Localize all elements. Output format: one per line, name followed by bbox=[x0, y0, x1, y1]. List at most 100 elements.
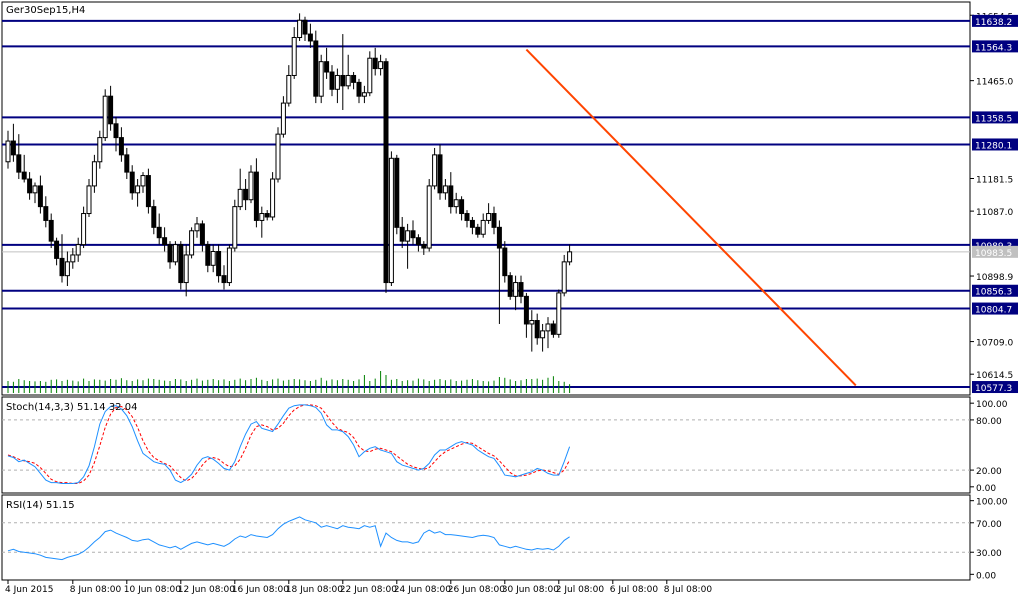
candle-body bbox=[37, 185, 43, 208]
price-tick-label: 10898.9 bbox=[976, 273, 1013, 283]
candle-body bbox=[545, 323, 551, 332]
candle-body bbox=[410, 230, 416, 239]
candle-body bbox=[361, 92, 367, 97]
price-tick-label: 11181.5 bbox=[976, 176, 1013, 186]
level-label-box bbox=[972, 302, 1018, 315]
candle-body bbox=[442, 185, 448, 194]
candle-body bbox=[534, 320, 540, 339]
candle-body bbox=[307, 33, 313, 42]
x-tick-label: 8 Jul 08:00 bbox=[664, 585, 713, 595]
price-tick-label: 11087.0 bbox=[976, 208, 1013, 218]
candle-body bbox=[70, 254, 76, 263]
candle-body bbox=[27, 178, 33, 194]
candle-body bbox=[388, 157, 394, 284]
candle-body bbox=[513, 282, 519, 297]
candle-body bbox=[205, 244, 211, 266]
level-label: 10804.7 bbox=[975, 306, 1012, 316]
candle-body bbox=[253, 171, 259, 221]
candle-body bbox=[286, 74, 292, 104]
candle-body bbox=[108, 95, 114, 125]
candle-body bbox=[567, 251, 573, 263]
stoch-tick-label: 80.00 bbox=[976, 417, 1002, 427]
candle-body bbox=[496, 226, 502, 249]
candle-body bbox=[297, 19, 303, 39]
candle-body bbox=[529, 320, 535, 325]
stoch-label: Stoch(14,3,3) 51.14 32.04 bbox=[6, 402, 137, 413]
x-tick-label: 30 Jun 08:00 bbox=[502, 585, 559, 595]
candle-body bbox=[237, 188, 243, 208]
candle-body bbox=[226, 247, 232, 284]
candle-body bbox=[459, 199, 465, 215]
candle-body bbox=[345, 74, 351, 87]
x-tick-label: 8 Jun 08:00 bbox=[70, 585, 122, 595]
level-label-box bbox=[972, 381, 1018, 394]
candle-body bbox=[189, 230, 195, 256]
candle-body bbox=[518, 282, 524, 297]
candle-body bbox=[351, 74, 357, 83]
candle-body bbox=[324, 61, 330, 73]
candle-body bbox=[102, 95, 108, 139]
candle-body bbox=[372, 57, 378, 70]
candle-body bbox=[334, 74, 340, 90]
candle-body bbox=[491, 213, 497, 228]
candle-body bbox=[291, 37, 297, 76]
candle-body bbox=[194, 223, 200, 232]
candle-body bbox=[10, 140, 16, 156]
stoch-signal-line bbox=[7, 404, 571, 484]
candle-body bbox=[151, 206, 157, 228]
candle-body bbox=[313, 40, 319, 97]
candle-body bbox=[523, 295, 529, 325]
x-tick-label: 24 Jun 08:00 bbox=[394, 585, 451, 595]
candle-body bbox=[302, 19, 308, 35]
candle-body bbox=[48, 219, 54, 242]
stoch-tick-label: 0.00 bbox=[976, 484, 996, 494]
candle-body bbox=[129, 171, 135, 194]
x-tick-label: 2 Jul 08:00 bbox=[556, 585, 605, 595]
level-label: 10577.3 bbox=[975, 384, 1012, 394]
candle-body bbox=[199, 223, 205, 246]
candle-body bbox=[145, 175, 151, 208]
candle-body bbox=[340, 74, 346, 87]
candle-body bbox=[318, 61, 324, 97]
x-tick-label: 26 Jun 08:00 bbox=[448, 585, 505, 595]
candle-body bbox=[118, 137, 124, 156]
candle-body bbox=[248, 171, 254, 201]
candle-body bbox=[453, 199, 459, 208]
symbol-label: Ger30Sep15,H4 bbox=[6, 5, 85, 16]
x-tick-label: 10 Jun 08:00 bbox=[124, 585, 181, 595]
level-label-box bbox=[972, 14, 1018, 27]
x-tick-label: 18 Jun 08:00 bbox=[286, 585, 343, 595]
candle-body bbox=[356, 81, 362, 97]
stoch-tick-label: 100.00 bbox=[976, 400, 1008, 410]
candle-body bbox=[243, 188, 249, 201]
candle-body bbox=[43, 206, 49, 221]
candle-body bbox=[475, 226, 481, 235]
candle-body bbox=[421, 244, 427, 249]
x-tick-label: 22 Jun 08:00 bbox=[340, 585, 397, 595]
candle-body bbox=[394, 157, 400, 228]
rsi-tick-label: 70.00 bbox=[976, 520, 1002, 530]
candle-body bbox=[135, 185, 141, 194]
stoch-main-line bbox=[7, 404, 571, 484]
level-label: 11358.5 bbox=[975, 114, 1012, 124]
rsi-tick-label: 0.00 bbox=[976, 571, 996, 581]
candle-body bbox=[264, 213, 270, 218]
candle-body bbox=[259, 213, 265, 221]
rsi-tick-label: 30.00 bbox=[976, 549, 1002, 559]
candle-body bbox=[464, 213, 470, 221]
candle-body bbox=[507, 275, 513, 297]
candle-body bbox=[378, 61, 384, 70]
candle-body bbox=[21, 171, 27, 180]
candle-body bbox=[405, 230, 411, 242]
price-tick-label: 10614.5 bbox=[976, 371, 1013, 381]
candle-body bbox=[502, 247, 508, 277]
current-price-label: 10983.5 bbox=[975, 249, 1012, 259]
candle-body bbox=[86, 185, 92, 215]
candle-body bbox=[97, 137, 103, 163]
level-label: 11638.2 bbox=[975, 18, 1012, 28]
candle-body bbox=[162, 237, 168, 246]
candle-body bbox=[81, 213, 87, 246]
main-panel bbox=[1, 1, 971, 396]
rsi-line bbox=[7, 516, 570, 561]
x-tick-label: 4 Jun 2015 bbox=[5, 585, 53, 595]
